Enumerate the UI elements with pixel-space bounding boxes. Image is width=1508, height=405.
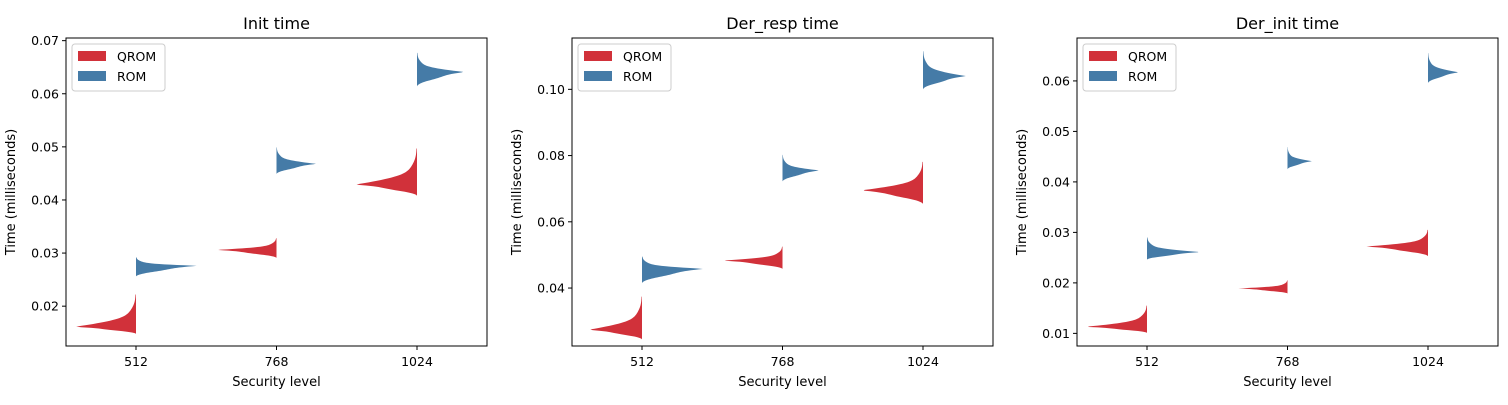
legend-swatch-qrom bbox=[78, 51, 106, 61]
y-tick-label: 0.06 bbox=[537, 214, 565, 229]
x-tick-label: 1024 bbox=[1412, 354, 1444, 369]
legend-label-rom: ROM bbox=[1128, 69, 1157, 84]
legend-label-qrom: QROM bbox=[1128, 49, 1167, 64]
chart-title: Der_resp time bbox=[726, 14, 839, 34]
chart-panel-2: Der_resp time 0.04 0.06 0.08 0.10 512 768 1024 S… bbox=[510, 14, 994, 390]
y-tick-label: 0.02 bbox=[31, 299, 59, 314]
legend-swatch-rom bbox=[1089, 71, 1117, 81]
violin-qrom-512 bbox=[76, 294, 136, 334]
y-tick-label: 0.08 bbox=[537, 148, 565, 163]
legend-swatch-qrom bbox=[584, 51, 612, 61]
violin-rom-512 bbox=[136, 257, 197, 277]
y-tick-label: 0.04 bbox=[1042, 174, 1070, 189]
y-tick-label: 0.03 bbox=[31, 246, 59, 261]
chart-title: Init time bbox=[243, 14, 310, 33]
y-tick-label: 0.02 bbox=[1042, 275, 1070, 290]
violin-rom-1024 bbox=[923, 51, 966, 90]
y-tick-label: 0.03 bbox=[1042, 225, 1070, 240]
violin-qrom-768 bbox=[218, 238, 277, 258]
x-tick-label: 512 bbox=[630, 354, 654, 369]
x-axis-label: Security level bbox=[738, 375, 826, 390]
x-tick-label: 768 bbox=[265, 354, 289, 369]
legend: QROM ROM bbox=[71, 43, 166, 92]
legend-swatch-rom bbox=[78, 71, 106, 81]
y-tick-label: 0.10 bbox=[537, 82, 565, 97]
y-tick-label: 0.05 bbox=[1042, 124, 1070, 139]
y-tick-label: 0.07 bbox=[31, 33, 59, 48]
violin-rom-768 bbox=[782, 154, 819, 182]
legend: QROM ROM bbox=[577, 43, 672, 92]
chart-title: Der_init time bbox=[1236, 14, 1339, 34]
violin-qrom-1024 bbox=[863, 161, 923, 204]
legend-label-rom: ROM bbox=[623, 69, 652, 84]
x-tick-label: 768 bbox=[1276, 354, 1300, 369]
legend: QROM ROM bbox=[1082, 43, 1177, 92]
violin-qrom-512 bbox=[590, 296, 642, 340]
x-axis-label: Security level bbox=[232, 375, 320, 390]
x-tick-label: 512 bbox=[124, 354, 148, 369]
violin-rom-768 bbox=[1287, 147, 1312, 170]
violin-qrom-512 bbox=[1088, 305, 1147, 333]
violin-rom-512 bbox=[642, 256, 703, 284]
violin-qrom-1024 bbox=[356, 148, 417, 196]
x-tick-label: 1024 bbox=[401, 354, 433, 369]
y-tick-label: 0.04 bbox=[31, 192, 59, 207]
violin-qrom-768 bbox=[724, 246, 783, 269]
chart-panel-3: Der_init time 0.01 0.02 0.03 0.04 0.05 0.06 512… bbox=[1015, 14, 1499, 390]
violin-rom-512 bbox=[1147, 237, 1199, 260]
x-tick-label: 768 bbox=[771, 354, 795, 369]
legend-label-rom: ROM bbox=[117, 69, 146, 84]
y-tick-label: 0.01 bbox=[1042, 326, 1070, 341]
legend-swatch-qrom bbox=[1089, 51, 1117, 61]
y-tick-label: 0.04 bbox=[537, 281, 565, 296]
legend-label-qrom: QROM bbox=[117, 49, 156, 64]
x-axis-label: Security level bbox=[1243, 375, 1331, 390]
violin-rom-1024 bbox=[417, 52, 464, 87]
violin-rom-768 bbox=[276, 147, 316, 174]
chart-panel-1: Init time 0.02 0.03 0.04 0.05 0.06 0.07 512 768 1… bbox=[4, 14, 488, 390]
x-tick-label: 1024 bbox=[907, 354, 939, 369]
y-tick-label: 0.06 bbox=[1042, 73, 1070, 88]
y-tick-label: 0.05 bbox=[31, 139, 59, 154]
violin-qrom-768 bbox=[1238, 280, 1288, 294]
y-axis-label: Time (milliseconds) bbox=[4, 129, 19, 256]
y-axis-label: Time (milliseconds) bbox=[1015, 129, 1030, 256]
violin-rom-1024 bbox=[1428, 53, 1458, 83]
legend-swatch-rom bbox=[584, 71, 612, 81]
violin-qrom-1024 bbox=[1366, 229, 1428, 257]
y-tick-label: 0.06 bbox=[31, 86, 59, 101]
y-axis-label: Time (milliseconds) bbox=[510, 129, 525, 256]
legend-label-qrom: QROM bbox=[623, 49, 662, 64]
x-tick-label: 512 bbox=[1135, 354, 1159, 369]
